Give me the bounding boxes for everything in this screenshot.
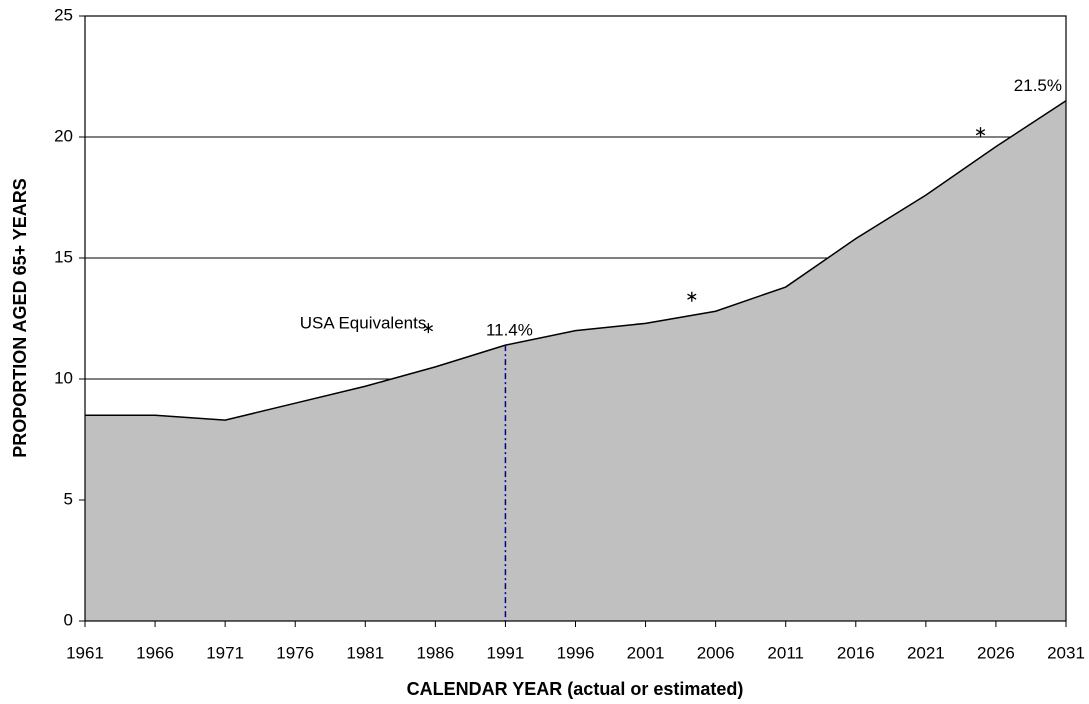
x-tick-label: 1976 (276, 643, 314, 662)
x-tick-label: 1971 (206, 643, 244, 662)
usa-marker (423, 323, 434, 334)
x-tick-label: 1961 (66, 643, 104, 662)
x-tick-label: 2016 (837, 643, 875, 662)
y-tick-label: 5 (64, 489, 73, 508)
area-line (85, 100, 1067, 421)
value-label: 21.5% (1014, 76, 1062, 95)
x-tick-label: 1991 (487, 643, 525, 662)
x-axis-title: CALENDAR YEAR (actual or estimated) (407, 679, 744, 699)
x-tick-label: 2026 (977, 643, 1015, 662)
y-tick-label: 25 (54, 5, 73, 24)
y-tick-label: 15 (54, 247, 73, 266)
x-tick-label: 2011 (767, 643, 804, 662)
value-label: 11.4% (486, 321, 533, 340)
area (85, 100, 1066, 621)
x-tick-label: 2031 (1047, 643, 1085, 662)
usa-marker (975, 127, 986, 138)
y-axis-title: PROPORTION AGED 65+ YEARS (10, 178, 30, 458)
x-tick-label: 1981 (346, 643, 384, 662)
x-tick-label: 2006 (697, 643, 735, 662)
usa-marker (687, 291, 697, 302)
usa-annotation: USA Equivalents (300, 314, 427, 333)
x-tick-label: 1966 (136, 643, 174, 662)
x-tick-label: 1996 (557, 643, 595, 662)
y-tick-label: 10 (54, 368, 73, 387)
y-tick-label: 0 (64, 610, 73, 629)
x-tick-label: 2021 (907, 643, 945, 662)
x-tick-label: 2001 (627, 643, 665, 662)
y-tick-label: 20 (54, 126, 73, 145)
x-tick-label: 1986 (416, 643, 454, 662)
